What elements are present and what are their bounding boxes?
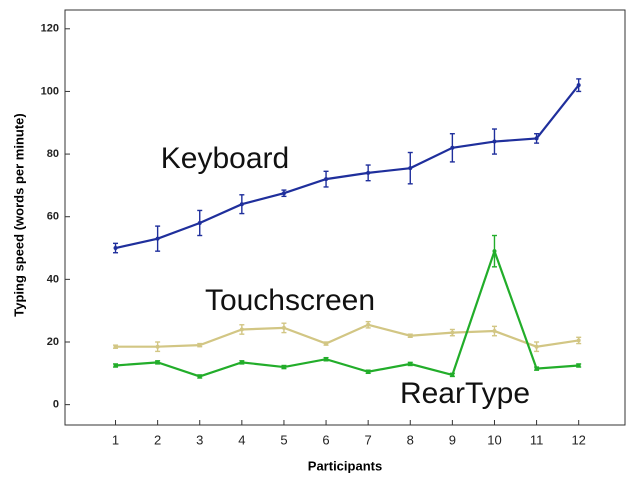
point: [492, 139, 497, 144]
y-tick-label: 20: [47, 336, 59, 348]
series-label: RearType: [400, 377, 530, 410]
point: [113, 363, 118, 368]
point: [534, 344, 539, 349]
y-tick-label: 80: [47, 148, 59, 160]
x-tick-label: 9: [449, 432, 456, 447]
y-tick-label: 40: [47, 273, 59, 285]
point: [534, 136, 539, 141]
point: [324, 341, 329, 346]
y-axis-label: Typing speed (words per minute): [11, 113, 26, 316]
y-tick-label: 0: [53, 399, 59, 411]
point: [197, 374, 202, 379]
point: [281, 365, 286, 370]
point: [576, 338, 581, 343]
x-tick-label: 12: [571, 432, 585, 447]
point: [450, 330, 455, 335]
point: [281, 325, 286, 330]
y-tick-label: 60: [47, 211, 59, 223]
point: [197, 220, 202, 225]
x-tick-label: 7: [365, 432, 372, 447]
series-line: [115, 84, 580, 250]
point: [450, 145, 455, 150]
point: [492, 329, 497, 334]
x-tick-label: 8: [407, 432, 414, 447]
point: [408, 166, 413, 171]
x-tick-label: 3: [196, 432, 203, 447]
point: [576, 363, 581, 368]
point: [155, 236, 160, 241]
series-label: Keyboard: [161, 142, 289, 175]
point: [576, 83, 581, 88]
x-axis-label: Participants: [308, 458, 382, 473]
point: [366, 170, 371, 175]
y-tick-label: 120: [41, 23, 59, 35]
series-label: Touchscreen: [205, 284, 375, 317]
y-tick-label: 100: [41, 85, 59, 97]
point: [155, 360, 160, 365]
point: [534, 366, 539, 371]
x-tick-label: 1: [112, 432, 119, 447]
point: [324, 177, 329, 182]
point: [408, 361, 413, 366]
point: [366, 369, 371, 374]
series-line: [115, 323, 579, 348]
point: [113, 344, 118, 349]
point: [113, 246, 118, 251]
series-line: [115, 247, 579, 378]
x-tick-label: 4: [238, 432, 245, 447]
point: [197, 343, 202, 348]
point: [324, 357, 329, 362]
point: [408, 333, 413, 338]
point: [366, 322, 371, 327]
point: [239, 327, 244, 332]
x-tick-label: 11: [530, 432, 544, 447]
point: [239, 202, 244, 207]
x-tick-label: 5: [280, 432, 287, 447]
x-tick-label: 10: [487, 432, 501, 447]
point: [239, 360, 244, 365]
point: [492, 249, 497, 254]
point: [155, 344, 160, 349]
point: [450, 372, 455, 377]
x-tick-label: 2: [154, 432, 161, 447]
x-tick-label: 6: [322, 432, 329, 447]
point: [281, 191, 286, 196]
